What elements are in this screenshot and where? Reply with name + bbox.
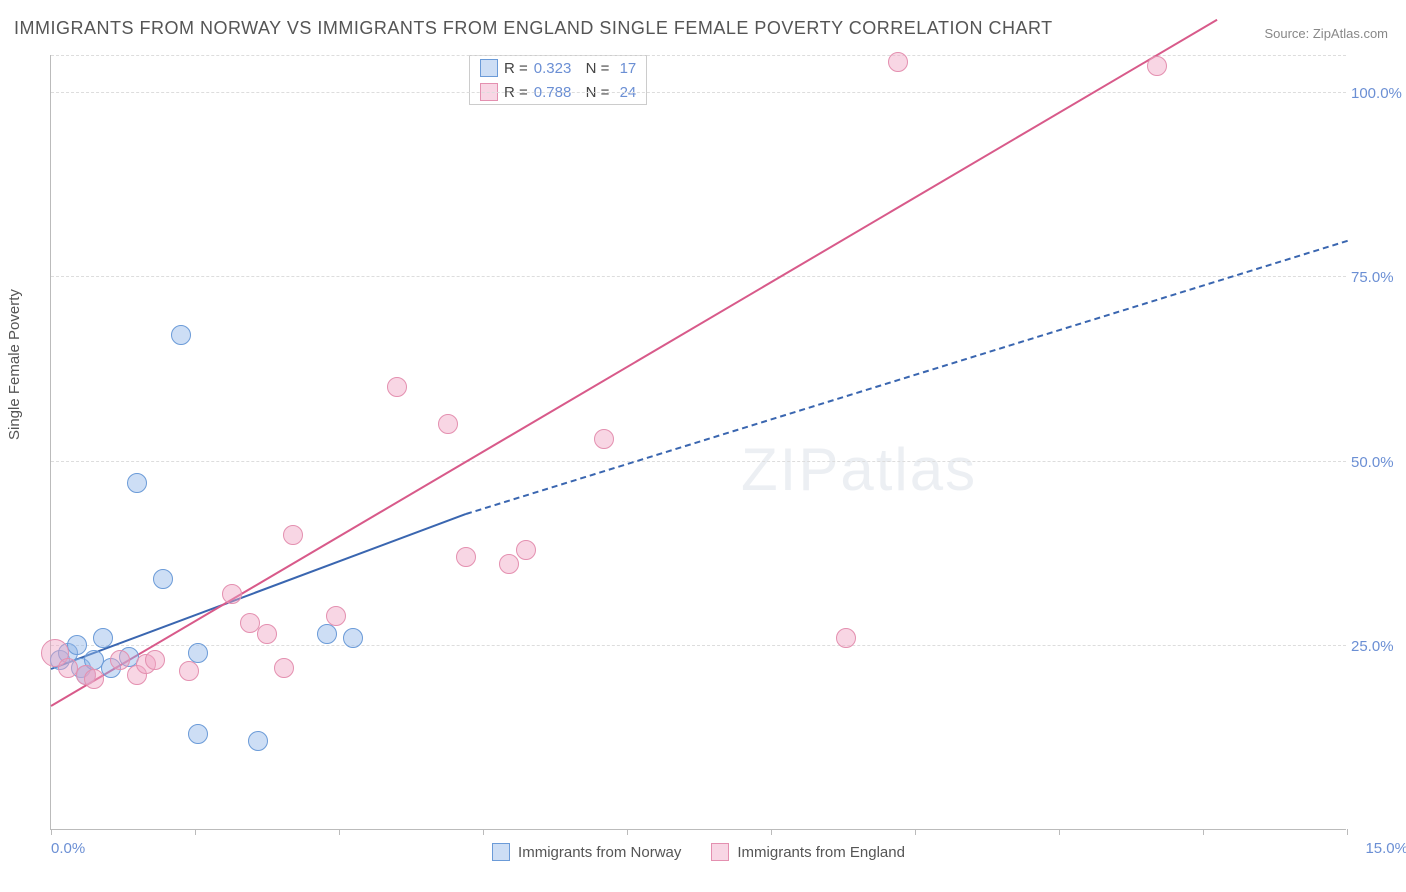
x-tick-mark — [1203, 829, 1204, 835]
legend-n-value: 17 — [615, 60, 636, 77]
data-point — [326, 606, 346, 626]
gridline — [51, 461, 1346, 462]
x-tick-mark — [1347, 829, 1348, 835]
x-tick-label: 0.0% — [51, 840, 85, 857]
y-tick-label: 100.0% — [1351, 85, 1406, 102]
x-tick-mark — [1059, 829, 1060, 835]
chart-title: IMMIGRANTS FROM NORWAY VS IMMIGRANTS FRO… — [14, 18, 1053, 39]
y-tick-label: 75.0% — [1351, 269, 1406, 286]
data-point — [317, 624, 337, 644]
x-tick-mark — [771, 829, 772, 835]
legend-item: Immigrants from England — [711, 843, 905, 861]
x-tick-mark — [915, 829, 916, 835]
data-point — [456, 547, 476, 567]
data-point — [127, 473, 147, 493]
data-point — [248, 731, 268, 751]
data-point — [1147, 56, 1167, 76]
y-axis-label: Single Female Poverty — [6, 289, 23, 440]
legend-item: Immigrants from Norway — [492, 843, 681, 861]
legend-swatch — [711, 843, 729, 861]
source-attribution: Source: ZipAtlas.com — [1264, 26, 1388, 41]
data-point — [257, 624, 277, 644]
legend-series-label: Immigrants from Norway — [518, 844, 681, 861]
data-point — [516, 540, 536, 560]
x-tick-mark — [339, 829, 340, 835]
legend-swatch — [492, 843, 510, 861]
data-point — [343, 628, 363, 648]
legend-r-value: 0.323 — [534, 60, 572, 77]
regression-line — [465, 240, 1347, 515]
data-point — [836, 628, 856, 648]
legend-series-label: Immigrants from England — [737, 844, 905, 861]
data-point — [67, 635, 87, 655]
data-point — [188, 643, 208, 663]
data-point — [438, 414, 458, 434]
plot-area: ZIPatlas R = 0.323 N = 17R = 0.788 N = 2… — [50, 55, 1346, 830]
gridline — [51, 276, 1346, 277]
x-tick-mark — [195, 829, 196, 835]
legend-row: R = 0.323 N = 17 — [470, 56, 646, 80]
regression-line — [50, 18, 1217, 706]
data-point — [93, 628, 113, 648]
y-tick-label: 25.0% — [1351, 638, 1406, 655]
x-tick-mark — [627, 829, 628, 835]
y-tick-label: 50.0% — [1351, 454, 1406, 471]
data-point — [499, 554, 519, 574]
data-point — [153, 569, 173, 589]
data-point — [110, 650, 130, 670]
data-point — [171, 325, 191, 345]
watermark: ZIPatlas — [741, 435, 977, 504]
gridline — [51, 645, 1346, 646]
x-tick-mark — [51, 829, 52, 835]
data-point — [145, 650, 165, 670]
data-point — [188, 724, 208, 744]
data-point — [594, 429, 614, 449]
x-tick-mark — [483, 829, 484, 835]
chart-container: IMMIGRANTS FROM NORWAY VS IMMIGRANTS FRO… — [0, 0, 1406, 892]
data-point — [222, 584, 242, 604]
data-point — [888, 52, 908, 72]
correlation-legend: R = 0.323 N = 17R = 0.788 N = 24 — [469, 55, 647, 105]
legend-swatch — [480, 59, 498, 77]
data-point — [84, 669, 104, 689]
data-point — [274, 658, 294, 678]
data-point — [179, 661, 199, 681]
legend-n-label: N = — [577, 60, 609, 77]
data-point — [283, 525, 303, 545]
series-legend: Immigrants from Norway Immigrants from En… — [51, 843, 1346, 861]
data-point — [387, 377, 407, 397]
gridline — [51, 92, 1346, 93]
x-tick-label: 15.0% — [1365, 840, 1406, 857]
legend-r-label: R = — [504, 60, 528, 77]
